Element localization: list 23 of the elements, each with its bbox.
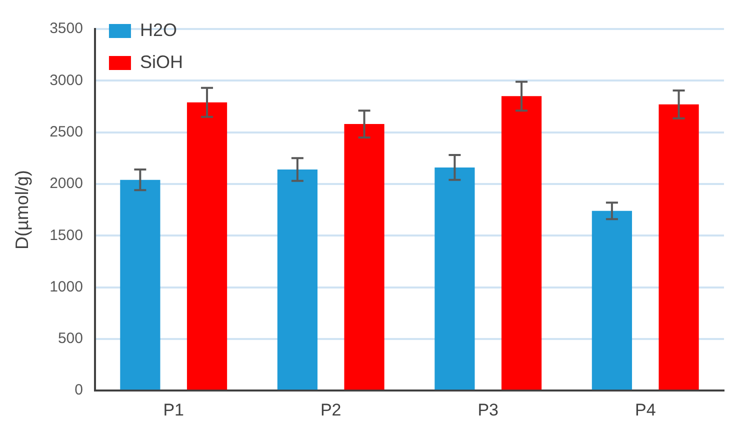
x-tick-label: P4 bbox=[634, 400, 656, 420]
y-axis-title: D(µmol/g) bbox=[12, 170, 32, 250]
bar bbox=[434, 167, 475, 390]
y-tick-label: 1000 bbox=[50, 278, 83, 296]
bar bbox=[592, 210, 632, 390]
x-tick-label: P2 bbox=[320, 400, 342, 420]
bar bbox=[277, 170, 318, 390]
bar bbox=[658, 104, 699, 390]
y-tick-label: 500 bbox=[58, 330, 83, 348]
y-tick-label: 2000 bbox=[50, 175, 83, 192]
bar bbox=[120, 180, 160, 390]
x-tick-label: P1 bbox=[163, 400, 184, 420]
y-tick-label: 3500 bbox=[50, 20, 83, 38]
bar bbox=[186, 102, 228, 390]
y-tick-label: 0 bbox=[74, 382, 83, 399]
legend-label: SiOH bbox=[140, 52, 183, 72]
y-tick-label: 3000 bbox=[50, 72, 83, 89]
y-tick-label: 2500 bbox=[50, 123, 83, 140]
legend-label: H2O bbox=[140, 20, 177, 40]
y-tick-label: 1500 bbox=[50, 226, 83, 244]
x-tick-label: P3 bbox=[478, 400, 499, 420]
bar bbox=[501, 96, 542, 390]
bar bbox=[344, 124, 384, 390]
